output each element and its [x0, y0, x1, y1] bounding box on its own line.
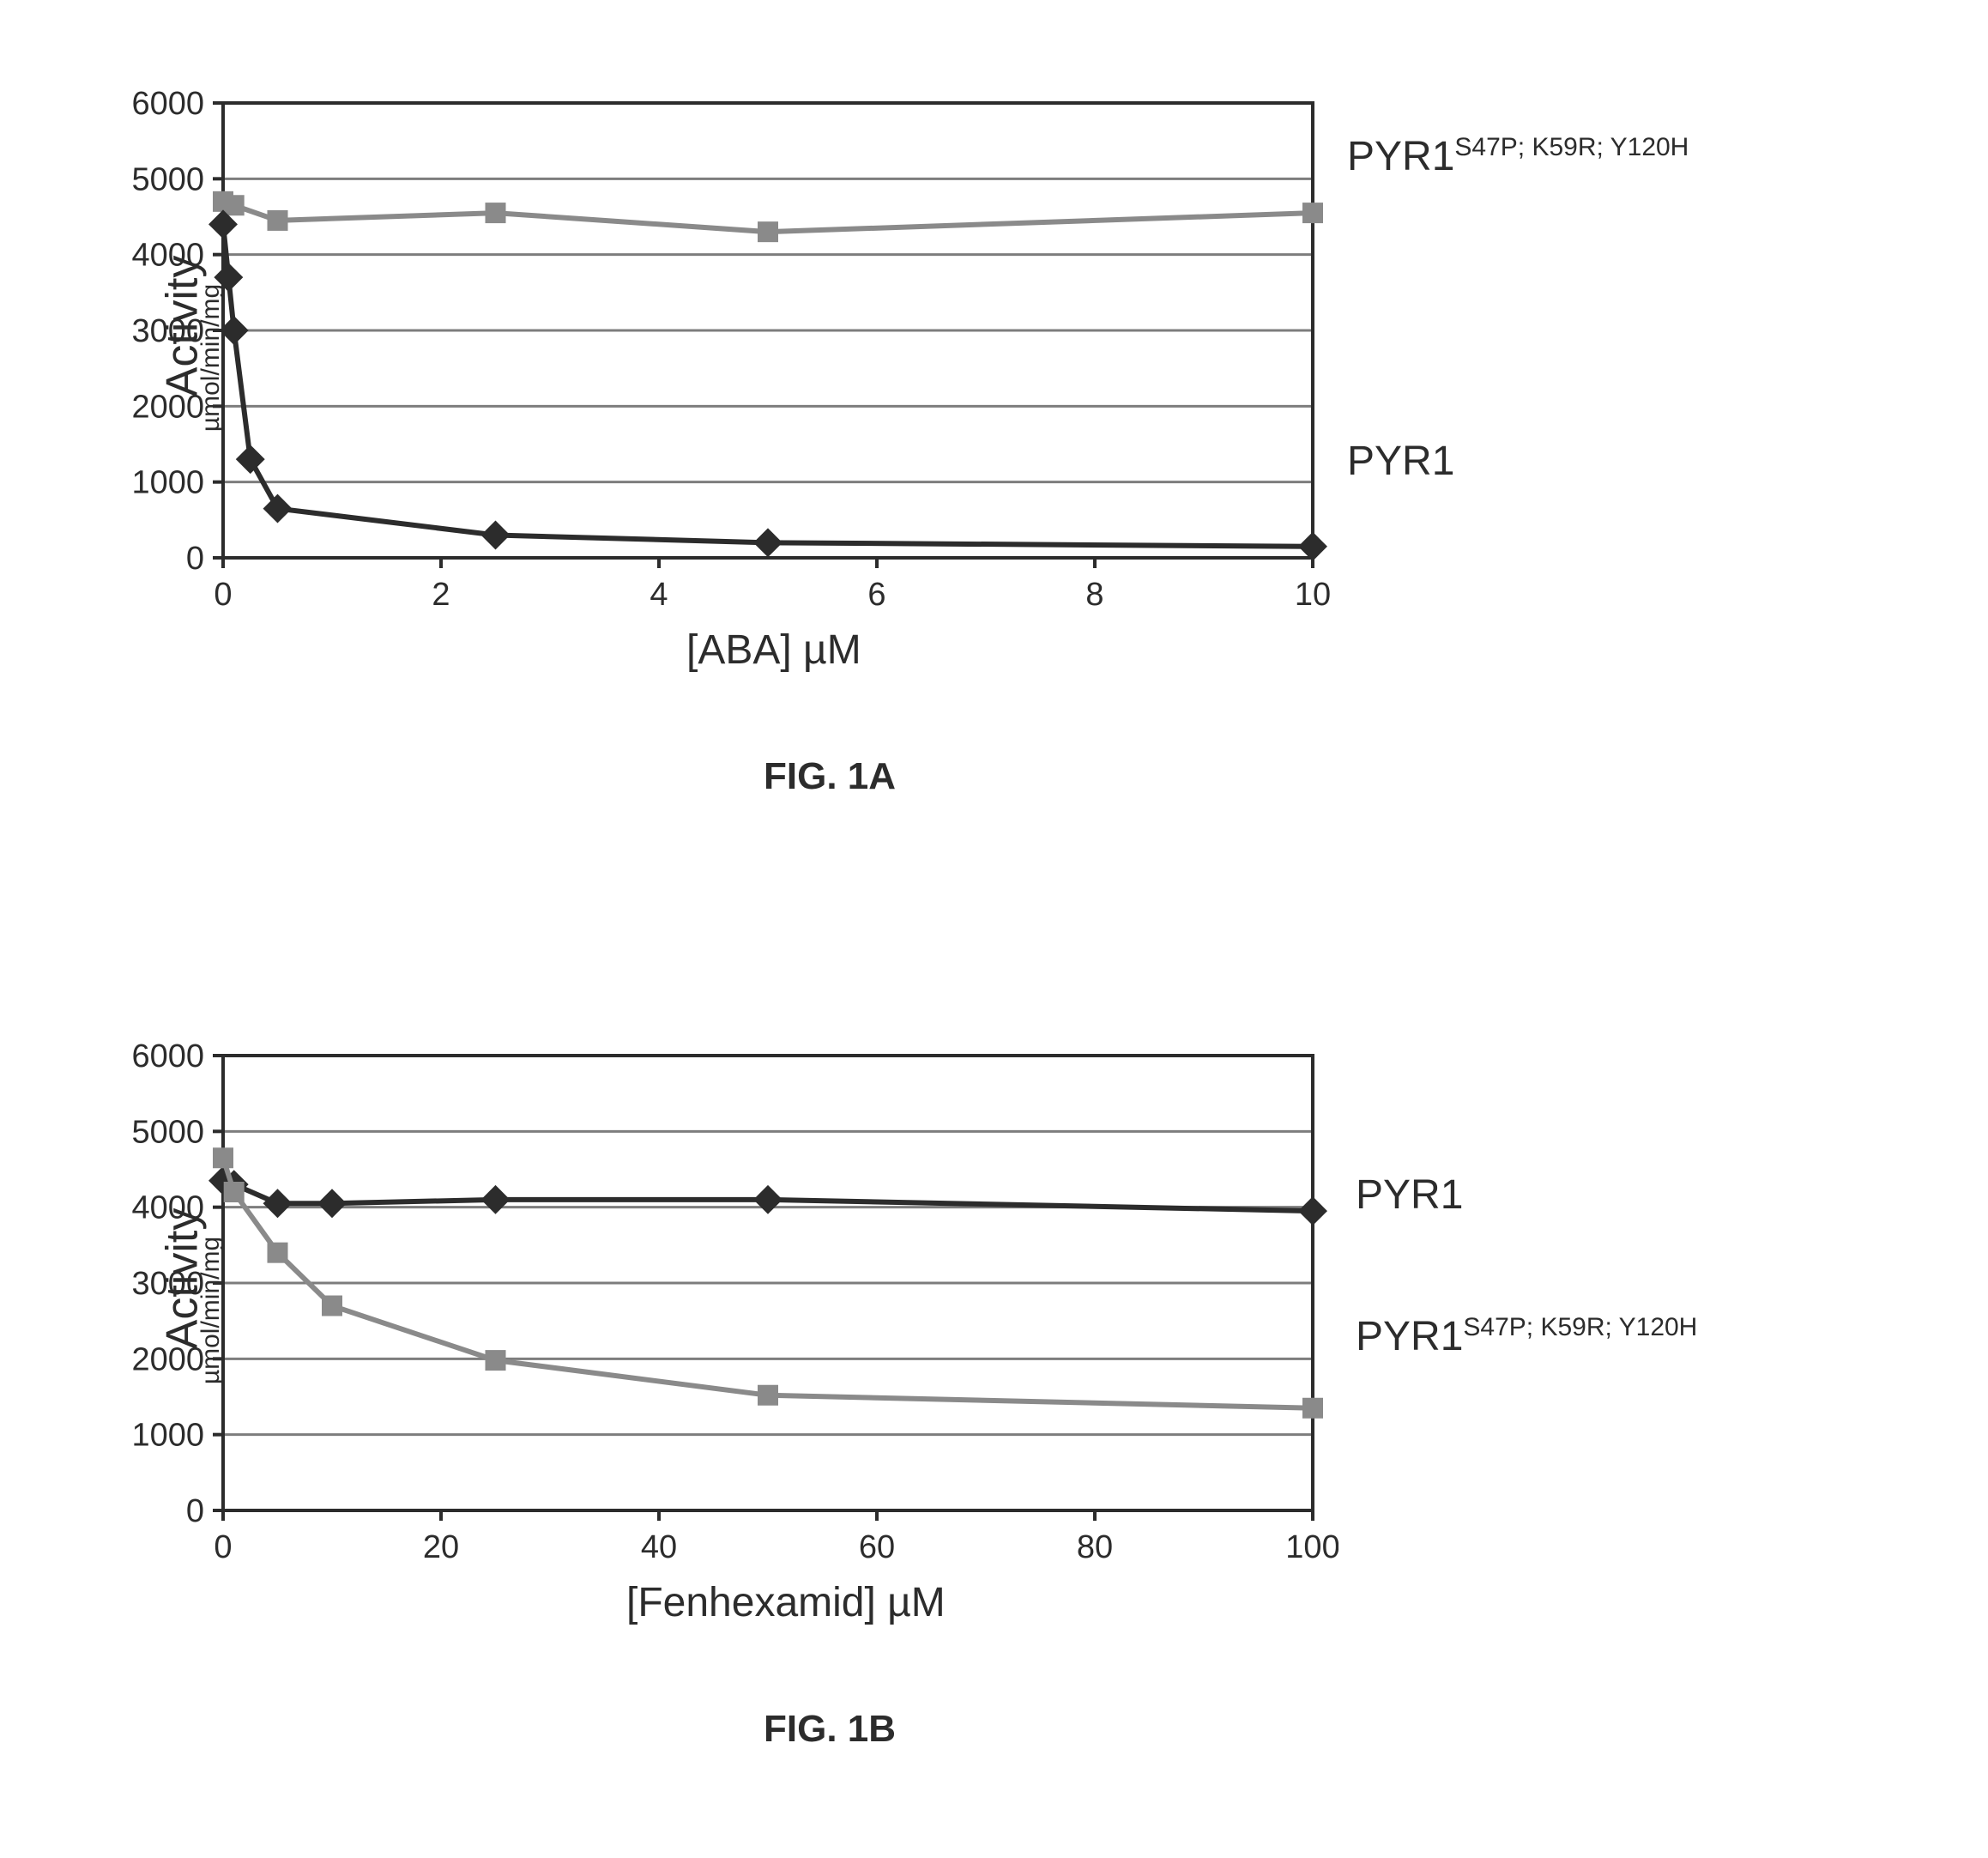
figure-1a-panel: 02468100100020003000400050006000: [94, 86, 1338, 644]
svg-text:4: 4: [650, 577, 668, 613]
svg-text:60: 60: [859, 1529, 895, 1565]
figure-1b-series-label-pyr1: PYR1: [1356, 1171, 1463, 1219]
svg-text:80: 80: [1077, 1529, 1113, 1565]
figure-1a-series-label-pyr1: PYR1: [1347, 438, 1454, 485]
svg-text:0: 0: [186, 1493, 204, 1529]
svg-text:1000: 1000: [131, 1418, 204, 1454]
figure-1a-plot: 02468100100020003000400050006000: [94, 86, 1338, 644]
svg-text:20: 20: [423, 1529, 459, 1565]
figure-1b-panel: 0204060801000100020003000400050006000: [94, 1038, 1338, 1596]
svg-text:40: 40: [641, 1529, 677, 1565]
page: 02468100100020003000400050006000 Activit…: [0, 0, 1988, 1858]
figure-1b-caption: FIG. 1B: [764, 1708, 896, 1751]
svg-text:5000: 5000: [131, 1114, 204, 1150]
figure-1a-xlabel: [ABA] µM: [686, 626, 861, 674]
svg-text:6: 6: [867, 577, 885, 613]
svg-text:8: 8: [1085, 577, 1103, 613]
svg-text:0: 0: [214, 577, 232, 613]
svg-text:100: 100: [1285, 1529, 1338, 1565]
svg-text:0: 0: [214, 1529, 232, 1565]
svg-text:2: 2: [432, 577, 450, 613]
svg-text:0: 0: [186, 541, 204, 577]
figure-1a-caption: FIG. 1A: [764, 755, 896, 798]
svg-text:1000: 1000: [131, 465, 204, 501]
svg-text:5000: 5000: [131, 161, 204, 197]
figure-1b-series-label-mutant: PYR1S47P; K59R; Y120H: [1356, 1313, 1697, 1360]
figure-1a-ylabel-sub: µmol/min/mg: [196, 284, 226, 432]
figure-1b-plot: 0204060801000100020003000400050006000: [94, 1038, 1338, 1596]
svg-text:10: 10: [1295, 577, 1331, 613]
figure-1a-series-label-mutant: PYR1S47P; K59R; Y120H: [1347, 133, 1689, 180]
svg-text:6000: 6000: [131, 1038, 204, 1074]
figure-1b-ylabel-sub: µmol/min/mg: [196, 1237, 226, 1384]
figure-1b-xlabel: [Fenhexamid] µM: [626, 1579, 946, 1626]
svg-text:6000: 6000: [131, 86, 204, 122]
